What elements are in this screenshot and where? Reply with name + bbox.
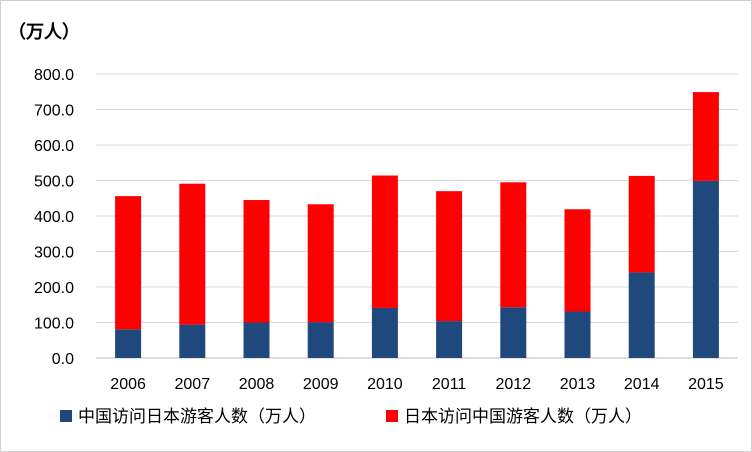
x-tick-label: 2009 — [303, 376, 339, 393]
x-tick-label: 2007 — [175, 376, 211, 393]
y-tick-label: 0.0 — [52, 351, 74, 368]
bar-china-to-japan-2010 — [371, 307, 398, 358]
x-tick-label: 2008 — [239, 376, 275, 393]
bar-japan-to-china-2008 — [243, 200, 270, 323]
legend-label-japan-to-china: 日本访问中国游客人数（万人） — [404, 407, 642, 427]
y-tick-label: 800.0 — [34, 67, 74, 84]
y-axis-unit-label: （万人） — [8, 22, 80, 43]
bar-japan-to-china-2012 — [500, 182, 527, 308]
y-tick-label: 100.0 — [34, 316, 74, 333]
bars — [115, 92, 719, 358]
bar-japan-to-china-2011 — [436, 191, 463, 322]
legend-swatch-japan-to-china — [386, 410, 398, 422]
x-tick-label: 2012 — [496, 376, 532, 393]
bar-china-to-japan-2006 — [115, 329, 142, 358]
bar-china-to-japan-2007 — [179, 324, 206, 358]
x-tick-label: 2010 — [367, 376, 403, 393]
x-tick-label: 2013 — [560, 376, 596, 393]
bar-japan-to-china-2007 — [179, 183, 206, 325]
legend: 中国访问日本游客人数（万人） 日本访问中国游客人数（万人） — [60, 407, 642, 427]
bar-japan-to-china-2015 — [692, 92, 719, 181]
y-tick-label: 300.0 — [34, 245, 74, 262]
x-tick-label: 2015 — [688, 376, 724, 393]
x-tick-label: 2014 — [624, 376, 660, 393]
bar-japan-to-china-2010 — [371, 175, 398, 308]
bar-japan-to-china-2009 — [307, 204, 334, 323]
bar-china-to-japan-2014 — [628, 272, 655, 358]
bar-china-to-japan-2013 — [564, 311, 591, 358]
y-tick-label: 200.0 — [34, 280, 74, 297]
bar-china-to-japan-2015 — [692, 180, 719, 358]
bar-japan-to-china-2013 — [564, 209, 591, 312]
y-tick-label: 700.0 — [34, 103, 74, 120]
x-tick-label: 2011 — [432, 376, 467, 393]
y-tick-label: 400.0 — [34, 209, 74, 226]
y-tick-label: 500.0 — [34, 174, 74, 191]
bar-japan-to-china-2006 — [115, 196, 142, 330]
x-tick-label: 2006 — [110, 376, 146, 393]
y-tick-label: 600.0 — [34, 138, 74, 155]
legend-swatch-china-to-japan — [60, 410, 72, 422]
bar-china-to-japan-2008 — [243, 322, 270, 358]
y-axis-ticks: 0.0 100.0 200.0 300.0 400.0 500.0 600.0 700.0 80… — [34, 67, 74, 368]
bar-china-to-japan-2011 — [436, 321, 463, 358]
legend-label-china-to-japan: 中国访问日本游客人数（万人） — [78, 407, 316, 427]
x-axis-ticks: 2006 2007 2008 2009 2010 2011 2012 2013 2014 2015 — [110, 376, 723, 393]
bar-china-to-japan-2009 — [307, 322, 334, 358]
bar-china-to-japan-2012 — [500, 307, 527, 358]
bar-japan-to-china-2014 — [628, 175, 655, 273]
